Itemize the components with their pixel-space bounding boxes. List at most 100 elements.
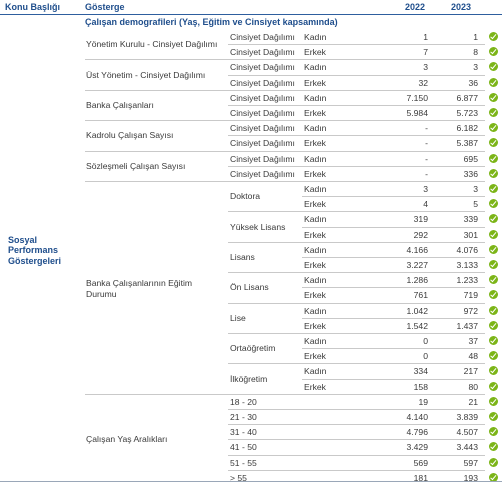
dimension-label: Cinsiyet Dağılımı — [230, 32, 295, 42]
check-circle-icon — [489, 442, 498, 452]
value-2023: 301 — [463, 229, 478, 240]
value-2022: 4.166 — [406, 244, 428, 255]
gender-label: Kadın — [304, 92, 327, 103]
education-level: Doktora — [230, 191, 261, 202]
gender-label: Erkek — [304, 381, 326, 392]
age-range: 18 - 20 — [230, 396, 257, 407]
footer-rule — [0, 481, 502, 482]
row-separator — [228, 74, 485, 76]
value-2023: 21 — [468, 396, 478, 407]
check-circle-icon — [489, 199, 498, 209]
value-2023: 597 — [463, 457, 478, 468]
section-subtitle: Çalışan demografileri (Yaş, Eğitim ve Ci… — [85, 17, 338, 27]
value-2023: 5.723 — [456, 108, 478, 118]
check-circle-icon — [489, 214, 498, 224]
gender-label: Kadın — [304, 275, 327, 286]
value-2023: 4.507 — [456, 427, 478, 438]
gender-label: Erkek — [304, 320, 326, 331]
header-gosterge: Gösterge — [85, 2, 125, 12]
indicator-label: Üst Yönetim - Cinsiyet Dağılımı — [86, 69, 206, 80]
value-2022: 4.140 — [406, 412, 428, 422]
row-separator — [228, 333, 485, 334]
value-2023: 695 — [463, 153, 478, 164]
row-separator — [302, 226, 485, 228]
gender-label: Erkek — [304, 168, 326, 179]
check-circle-icon — [489, 290, 498, 300]
check-circle-icon — [489, 260, 498, 269]
value-2023: 336 — [463, 168, 478, 179]
value-2023: 37 — [468, 336, 478, 346]
row-separator — [228, 424, 485, 426]
indicator-label: Yönetim Kurulu - Cinsiyet Dağılımı — [86, 39, 218, 50]
value-2023: 3.839 — [456, 412, 478, 422]
gender-label: Kadın — [304, 336, 327, 346]
value-2023: 80 — [468, 381, 478, 392]
row-separator — [85, 150, 485, 152]
value-2023: 8 — [473, 47, 478, 58]
check-circle-icon — [489, 184, 498, 193]
gender-label: Erkek — [304, 47, 326, 58]
value-2023: 3 — [473, 184, 478, 194]
dimension-label: Cinsiyet Dağılımı — [230, 168, 295, 179]
row-separator — [228, 165, 485, 167]
row-separator — [228, 211, 485, 213]
education-level: Lisans — [230, 252, 255, 262]
check-circle-icon — [489, 472, 498, 482]
check-circle-icon — [489, 336, 498, 345]
check-circle-icon — [489, 381, 498, 391]
header-rule — [0, 14, 502, 15]
check-circle-icon — [489, 108, 498, 117]
value-2022: 761 — [413, 290, 428, 301]
value-2023: 6.182 — [456, 123, 478, 134]
check-circle-icon — [489, 244, 498, 254]
row-separator — [302, 287, 485, 289]
row-separator — [228, 302, 485, 304]
value-2022: - — [425, 153, 428, 164]
value-2022: 7 — [423, 47, 428, 58]
gender-label: Kadın — [304, 305, 327, 316]
value-2023: 719 — [463, 290, 478, 301]
check-circle-icon — [489, 457, 498, 467]
gender-label: Erkek — [304, 229, 326, 240]
row-separator — [85, 181, 485, 182]
gender-label: Kadın — [304, 214, 327, 225]
value-2023: 5.387 — [456, 138, 478, 149]
dimension-label: Cinsiyet Dağılımı — [230, 138, 295, 149]
age-range: 51 - 55 — [230, 457, 257, 468]
age-range: 21 - 30 — [230, 412, 257, 422]
check-circle-icon — [489, 412, 498, 421]
value-2023: 6.877 — [456, 92, 478, 103]
value-2023: 3.443 — [456, 442, 478, 453]
value-2023: 3 — [473, 62, 478, 73]
dimension-label: Cinsiyet Dağılımı — [230, 92, 295, 103]
check-circle-icon — [489, 32, 498, 41]
check-circle-icon — [489, 351, 498, 361]
education-level: İlköğretim — [230, 373, 268, 384]
dimension-label: Cinsiyet Dağılımı — [230, 123, 295, 134]
row-separator — [302, 196, 485, 198]
value-2022: 569 — [413, 457, 428, 468]
value-2023: 36 — [468, 77, 478, 88]
value-2022: 3.429 — [406, 442, 428, 453]
value-2022: 1.542 — [406, 320, 428, 331]
value-2022: 319 — [413, 214, 428, 225]
dimension-label: Cinsiyet Dağılımı — [230, 62, 295, 73]
value-2022: 1.286 — [406, 275, 428, 286]
check-circle-icon — [489, 396, 498, 406]
row-separator — [228, 469, 485, 471]
header-konu: Konu Başlığı — [5, 2, 61, 12]
check-circle-icon — [489, 320, 498, 330]
check-circle-icon — [489, 427, 498, 437]
value-2022: - — [425, 168, 428, 179]
indicator-label: Sözleşmeli Çalışan Sayısı — [86, 160, 186, 171]
row-separator — [85, 59, 485, 61]
value-2022: 1.042 — [406, 305, 428, 316]
value-2023: 1 — [473, 32, 478, 42]
value-2023: 4.076 — [456, 244, 478, 255]
gender-label: Kadın — [304, 62, 327, 73]
row-separator — [85, 393, 485, 395]
education-indicator-label: Banka Çalışanlarının Eğitim Durumu — [86, 278, 193, 299]
row-separator — [302, 317, 485, 319]
check-circle-icon — [489, 62, 498, 72]
